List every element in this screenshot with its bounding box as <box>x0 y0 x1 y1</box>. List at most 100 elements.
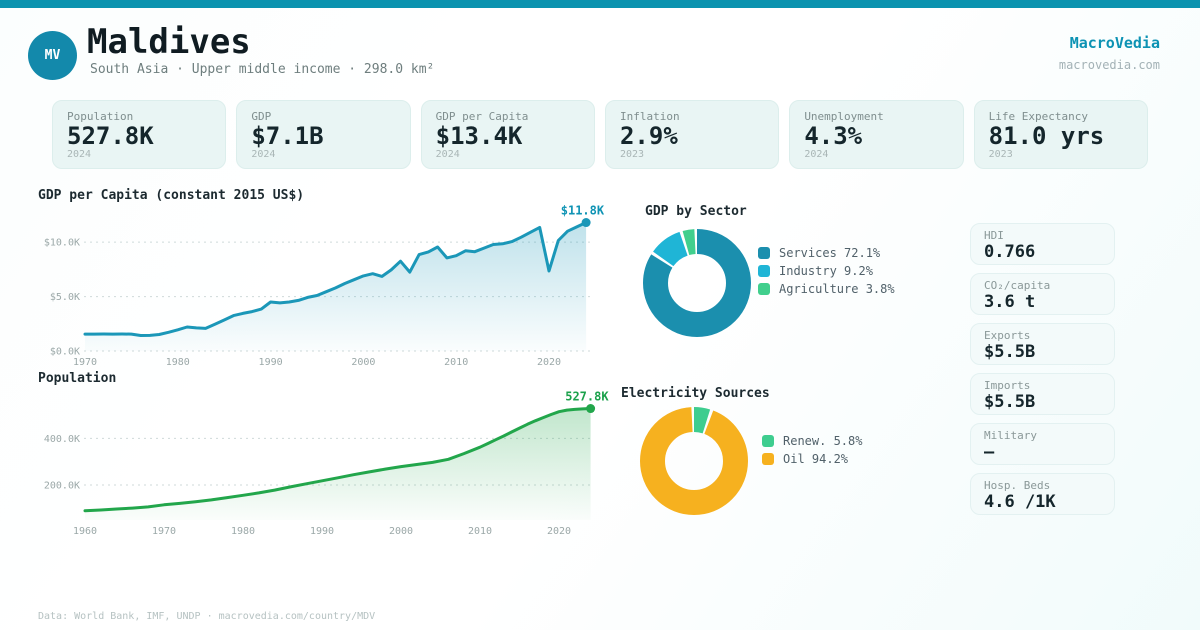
stat-card-value: $7.1B <box>251 122 324 150</box>
side-indicator-value: 3.6 t <box>984 291 1036 312</box>
side-indicator-card: Military — <box>970 423 1115 465</box>
stat-card-label: GDP per Capita <box>435 110 529 123</box>
side-indicator-label: Imports <box>984 379 1031 392</box>
gdp-by-sector-legend: Services 72.1% Industry 9.2% Agriculture 3… <box>758 244 895 298</box>
x-axis-tick: 1980 <box>166 357 190 368</box>
stat-card-year: 2024 <box>435 149 460 161</box>
electricity-sources-block: Electricity Sources Renew. 5.8% Oil 94.2% <box>610 380 1030 550</box>
stat-card: GDP $7.1B 2024 <box>236 100 411 169</box>
brand-block: MacroVedia macrovedia.com <box>1059 34 1160 72</box>
legend-swatch <box>758 265 770 277</box>
side-indicator-label: Exports <box>984 329 1031 342</box>
page-title: Maldives <box>87 22 251 62</box>
area-fill <box>85 408 591 520</box>
stat-card-label: Life Expectancy <box>988 110 1088 123</box>
donut-slice-oil <box>640 407 748 515</box>
gdp-by-sector-title: GDP by Sector <box>645 204 747 219</box>
x-axis-tick: 1970 <box>152 526 176 537</box>
top-accent-bar <box>0 0 1200 8</box>
electricity-sources-title: Electricity Sources <box>621 386 770 401</box>
stat-card: Life Expectancy 81.0 yrs 2023 <box>973 100 1148 169</box>
gdp-chart-title: GDP per Capita (constant 2015 US$) <box>38 188 305 203</box>
legend-label: Industry 9.2% <box>779 264 873 278</box>
side-indicator-card: Hosp. Beds 4.6 /1K <box>970 473 1115 515</box>
side-indicator-card: Imports $5.5B <box>970 373 1115 415</box>
x-axis-tick: 1980 <box>231 526 255 537</box>
legend-label: Renew. 5.8% <box>783 434 863 448</box>
side-indicator-column: HDI 0.766 CO₂/capita 3.6 t Exports $5.5B Impor… <box>970 223 1115 515</box>
stat-card: GDP per Capita $13.4K 2024 <box>420 100 595 169</box>
stat-card-label: Unemployment <box>804 110 884 123</box>
stat-card: Inflation 2.9% 2023 <box>604 100 780 169</box>
side-indicator-value: — <box>984 441 995 462</box>
end-point-dot <box>581 218 591 228</box>
data-line <box>83 221 588 337</box>
side-indicator-card: HDI 0.766 <box>970 223 1115 265</box>
side-indicator-card: Exports $5.5B <box>970 323 1115 365</box>
country-subtitle: South Asia · Upper middle income · 298.0… <box>90 62 435 77</box>
stat-card-label: GDP <box>251 110 272 123</box>
x-axis-tick: 1990 <box>259 357 283 368</box>
country-code-badge: MV <box>28 31 77 80</box>
legend-item: Renew. 5.8% <box>762 432 862 450</box>
stat-card-value: 2.9% <box>619 122 678 150</box>
legend-item: Agriculture 3.8% <box>758 280 895 298</box>
electricity-sources-legend: Renew. 5.8% Oil 94.2% <box>762 432 862 468</box>
x-axis-tick: 1970 <box>73 357 97 368</box>
y-axis-tick: $0.0K <box>50 347 80 358</box>
legend-item: Services 72.1% <box>758 244 895 262</box>
x-axis-tick: 2020 <box>537 357 561 368</box>
gdp-by-sector-block: GDP by Sector Services 72.1% Industry 9.2… <box>630 200 1050 370</box>
stat-card: Population 527.8K 2024 <box>52 100 227 169</box>
legend-swatch <box>758 247 770 259</box>
brand-name: MacroVedia <box>1069 34 1160 52</box>
x-axis-tick: 1960 <box>73 526 97 537</box>
donut-slice-services <box>643 229 751 337</box>
legend-item: Industry 9.2% <box>758 262 895 280</box>
y-axis-tick: 200.0K <box>44 481 80 492</box>
data-line <box>83 407 593 513</box>
stat-card-value: 81.0 yrs <box>988 122 1105 150</box>
legend-item: Oil 94.2% <box>762 450 862 468</box>
stat-card-value: 527.8K <box>67 122 154 150</box>
side-indicator-label: Military <box>984 429 1037 442</box>
legend-label: Agriculture 3.8% <box>779 282 895 296</box>
stat-card-value: $13.4K <box>435 122 523 150</box>
end-value-label: 527.8K <box>565 390 609 404</box>
side-indicator-label: HDI <box>984 229 1004 242</box>
stat-card-year: 2023 <box>988 149 1013 161</box>
legend-label: Services 72.1% <box>779 246 881 260</box>
side-indicator-card: CO₂/capita 3.6 t <box>970 273 1115 315</box>
electricity-sources-donut <box>640 407 748 515</box>
legend-swatch <box>762 435 774 447</box>
gdp-by-sector-donut <box>643 229 751 337</box>
end-point-dot <box>586 404 596 414</box>
y-axis-tick: 400.0K <box>44 434 80 445</box>
x-axis-tick: 2000 <box>351 357 375 368</box>
side-indicator-value: $5.5B <box>984 391 1036 412</box>
stat-card-year: 2024 <box>251 149 276 161</box>
footer-attribution: Data: World Bank, IMF, UNDP · macrovedia… <box>38 611 376 622</box>
donut-slice-renew <box>640 407 748 515</box>
x-axis-tick: 2010 <box>444 357 468 368</box>
y-axis-tick: $10.0K <box>44 238 80 249</box>
stat-card-label: Population <box>67 110 134 123</box>
x-axis-tick: 2020 <box>547 526 571 537</box>
legend-label: Oil 94.2% <box>783 452 849 466</box>
gdp-per-capita-chart: $0.0K $5.0K $10.0K 1970 1980 1990 2000 2010 2020… <box>44 204 605 368</box>
y-axis-tick: $5.0K <box>50 292 80 303</box>
brand-url: macrovedia.com <box>1058 58 1160 72</box>
x-axis-tick: 2010 <box>468 526 492 537</box>
side-indicator-label: Hosp. Beds <box>984 479 1051 492</box>
stat-card: Unemployment 4.3% 2024 <box>789 100 964 169</box>
stat-card-year: 2024 <box>804 149 829 161</box>
stat-card-year: 2024 <box>67 149 92 161</box>
population-chart-title: Population <box>38 371 117 386</box>
side-indicator-value: $5.5B <box>984 341 1036 362</box>
stat-card-year: 2023 <box>619 149 645 161</box>
stat-card-row: Population 527.8K 2024 GDP $7.1B 2024 GDP per … <box>52 100 1148 169</box>
stat-card-value: 4.3% <box>804 122 863 150</box>
legend-swatch <box>758 283 770 295</box>
x-axis-tick: 2000 <box>389 526 413 537</box>
